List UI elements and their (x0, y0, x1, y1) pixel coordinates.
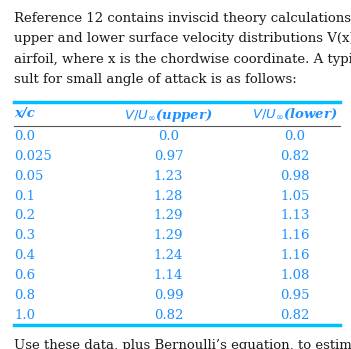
Text: 0.82: 0.82 (154, 309, 183, 322)
Text: 1.14: 1.14 (154, 269, 183, 282)
Text: 0.0: 0.0 (14, 130, 35, 143)
Text: 0.95: 0.95 (280, 289, 310, 302)
Text: 1.23: 1.23 (154, 170, 183, 183)
Text: sult for small angle of attack is as follows:: sult for small angle of attack is as fol… (14, 73, 297, 86)
Text: 0.025: 0.025 (14, 150, 52, 163)
Text: 1.0: 1.0 (14, 309, 35, 322)
Text: 0.6: 0.6 (14, 269, 35, 282)
Text: airfoil, where x is the chordwise coordinate. A typical re-: airfoil, where x is the chordwise coordi… (14, 53, 351, 66)
Text: 0.1: 0.1 (14, 190, 35, 202)
Text: Use these data, plus Bernoulli’s equation, to estimate: Use these data, plus Bernoulli’s equatio… (14, 339, 351, 349)
Text: 1.08: 1.08 (280, 269, 310, 282)
Text: 0.99: 0.99 (154, 289, 183, 302)
Text: 1.05: 1.05 (280, 190, 310, 202)
Text: 0.0: 0.0 (158, 130, 179, 143)
Text: 1.28: 1.28 (154, 190, 183, 202)
Text: 0.0: 0.0 (284, 130, 305, 143)
Text: $V/U_\infty$(upper): $V/U_\infty$(upper) (124, 107, 213, 124)
Text: x/c: x/c (14, 107, 35, 120)
Text: 0.4: 0.4 (14, 249, 35, 262)
Text: 1.13: 1.13 (280, 209, 310, 222)
Text: 0.82: 0.82 (280, 150, 310, 163)
Text: 1.16: 1.16 (280, 229, 310, 242)
Text: 1.29: 1.29 (154, 209, 183, 222)
Text: 0.8: 0.8 (14, 289, 35, 302)
Text: Reference 12 contains inviscid theory calculations for the: Reference 12 contains inviscid theory ca… (14, 12, 351, 25)
Text: 0.2: 0.2 (14, 209, 35, 222)
Text: 1.29: 1.29 (154, 229, 183, 242)
Text: $V/U_\infty$(lower): $V/U_\infty$(lower) (252, 107, 338, 122)
Text: 0.05: 0.05 (14, 170, 44, 183)
Text: 0.3: 0.3 (14, 229, 35, 242)
Text: upper and lower surface velocity distributions V(x) over an: upper and lower surface velocity distrib… (14, 32, 351, 45)
Text: 1.16: 1.16 (280, 249, 310, 262)
Text: 0.82: 0.82 (280, 309, 310, 322)
Text: 1.24: 1.24 (154, 249, 183, 262)
Text: 0.97: 0.97 (154, 150, 183, 163)
Text: 0.98: 0.98 (280, 170, 310, 183)
